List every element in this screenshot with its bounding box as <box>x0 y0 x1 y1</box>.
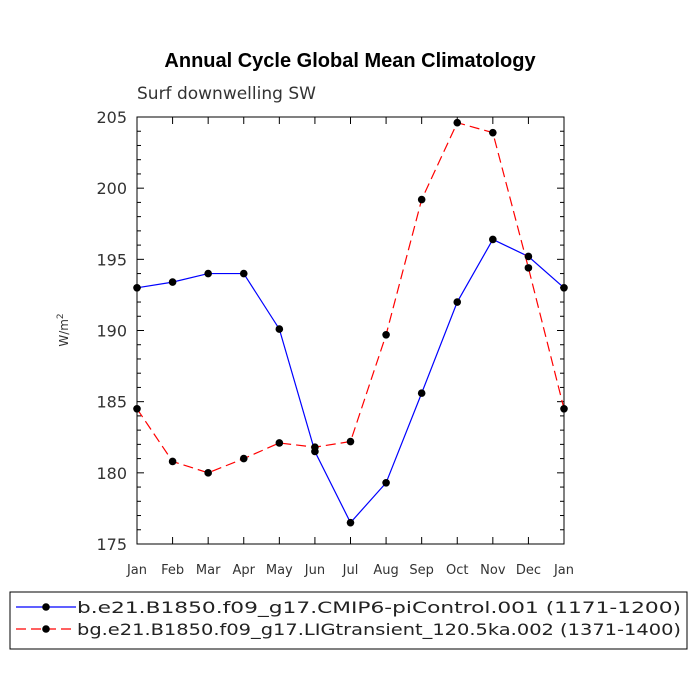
series-1-point <box>453 298 462 306</box>
series-1-point <box>560 284 568 292</box>
series-2-point <box>382 330 390 339</box>
legend-entry-2: bg.e21.B1850.f09_g17.LIGtransient_120.5k… <box>77 620 681 640</box>
series-2-point <box>453 118 462 127</box>
series-2-point <box>524 264 533 272</box>
series-1-point <box>417 389 426 397</box>
series-2-point <box>417 195 426 204</box>
series-2-point <box>346 437 355 446</box>
series-line-2 <box>136 121 565 474</box>
x-tick-label: Jun <box>304 563 325 578</box>
series-1-point <box>346 518 355 527</box>
x-tick-label: Oct <box>446 563 468 578</box>
x-tick-labels: Jan Feb Mar Apr May Jun Jul Aug Sep Oct Nov Dec Jan <box>126 563 574 578</box>
series-lines <box>136 121 565 524</box>
legend-marker-1 <box>42 603 50 611</box>
x-tick-label: Mar <box>196 563 221 578</box>
series-1-point <box>133 284 141 292</box>
x-tick-label: Feb <box>161 563 184 578</box>
series-1-point <box>204 269 212 278</box>
series-points <box>133 118 568 527</box>
y-axis-label-superscript: 2 <box>56 313 66 319</box>
legend-box <box>9 591 688 650</box>
axis-ticks <box>136 116 565 545</box>
chart-title: Annual Cycle Global Mean Climatology <box>164 50 536 72</box>
y-tick-labels: 175 180 185 190 195 200 205 <box>96 108 127 554</box>
series-2-point <box>311 443 319 452</box>
series-1-point <box>382 478 390 487</box>
series-2-point <box>239 454 248 463</box>
y-tick-label: 185 <box>96 393 127 412</box>
legend: b.e21.B1850.f09_g17.CMIP6-piControl.001 … <box>16 598 681 640</box>
x-tick-label: Apr <box>233 563 256 578</box>
series-2-point <box>489 128 497 137</box>
series-2-point <box>275 439 284 447</box>
series-1-point <box>275 325 284 333</box>
series-line-1 <box>136 238 565 524</box>
y-tick-label: 200 <box>96 179 127 198</box>
y-tick-label: 175 <box>96 535 127 554</box>
series-2-point <box>560 404 568 413</box>
x-tick-label: Sep <box>409 563 434 578</box>
legend-marker-2 <box>42 625 50 633</box>
series-2-point <box>133 404 141 413</box>
x-tick-label: Aug <box>373 563 398 578</box>
x-tick-label: Dec <box>516 563 541 578</box>
x-tick-label: Jan <box>126 563 147 578</box>
x-tick-label: Jul <box>342 563 359 578</box>
chart-subtitle: Surf downwelling SW <box>137 84 316 104</box>
x-tick-label: May <box>266 563 293 578</box>
series-1-point <box>524 252 533 261</box>
plot-frame <box>136 116 565 545</box>
series-2-point <box>204 469 212 477</box>
y-axis-label-base: W/m <box>57 319 71 347</box>
y-tick-label: 205 <box>96 108 127 127</box>
y-axis-label: W/m2 <box>56 313 71 346</box>
legend-entry-1: b.e21.B1850.f09_g17.CMIP6-piControl.001 … <box>77 598 681 618</box>
y-tick-label: 190 <box>96 322 127 341</box>
series-1-point <box>168 278 177 286</box>
series-1-point <box>489 235 497 244</box>
x-tick-label: Nov <box>480 563 506 578</box>
y-tick-label: 195 <box>96 250 127 269</box>
y-tick-label: 180 <box>96 464 127 483</box>
x-tick-label: Jan <box>553 563 574 578</box>
series-1-point <box>239 269 248 278</box>
series-2-point <box>168 457 177 466</box>
